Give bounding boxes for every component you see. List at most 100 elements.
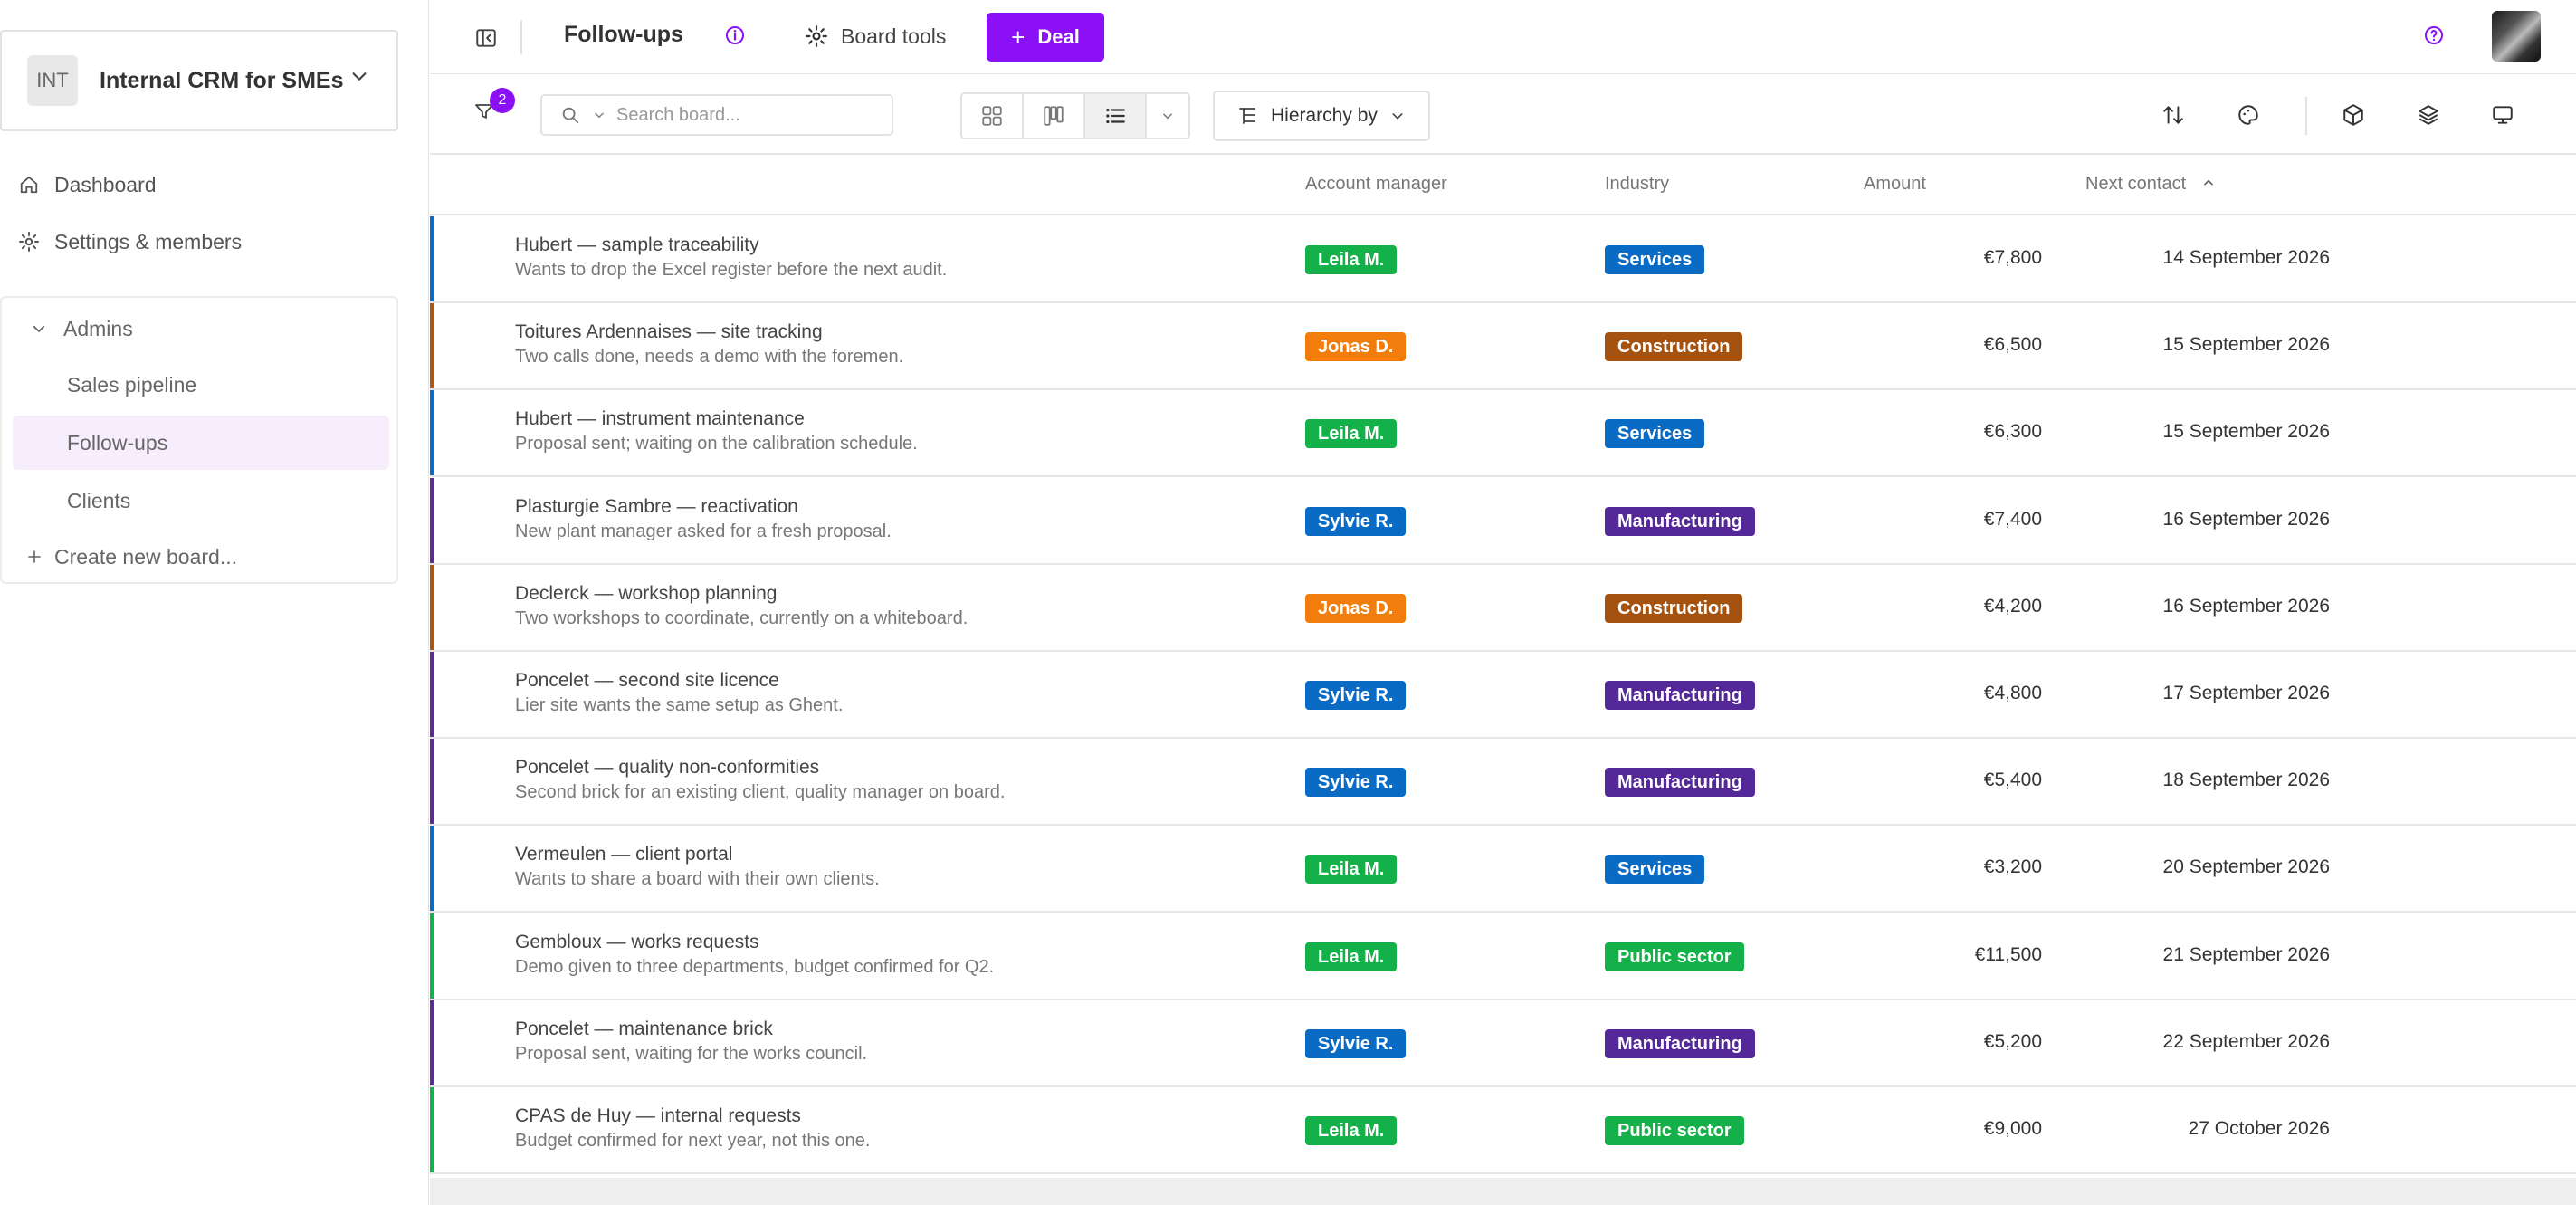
view-switcher bbox=[960, 92, 1190, 139]
hierarchy-by-select[interactable]: Hierarchy by bbox=[1213, 91, 1430, 141]
table-row[interactable]: Toitures Ardennaises — site tracking Two … bbox=[430, 303, 2576, 390]
info-icon[interactable] bbox=[724, 24, 746, 51]
column-header-next-contact[interactable]: Next contact bbox=[2085, 174, 2215, 195]
amount-cell: €4,800 bbox=[1983, 683, 2042, 703]
sidebar-collapse-icon bbox=[474, 26, 498, 50]
package-icon[interactable] bbox=[2339, 100, 2368, 129]
row-description: Two workshops to coordinate, currently o… bbox=[515, 608, 968, 628]
column-header-industry[interactable]: Industry bbox=[1605, 174, 1670, 194]
grid-icon bbox=[980, 104, 1004, 128]
nav-dashboard-label: Dashboard bbox=[54, 172, 157, 196]
board-item-follow-ups[interactable]: Follow-ups bbox=[13, 416, 389, 470]
industry-tag[interactable]: Manufacturing bbox=[1605, 1029, 1755, 1058]
industry-tag[interactable]: Manufacturing bbox=[1605, 768, 1755, 797]
industry-tag[interactable]: Construction bbox=[1605, 332, 1743, 361]
board-item-sales-pipeline[interactable]: Sales pipeline bbox=[13, 358, 389, 412]
view-list-button[interactable] bbox=[1085, 94, 1147, 138]
row-title: Poncelet — second site licence bbox=[515, 670, 779, 691]
account-manager-tag[interactable]: Leila M. bbox=[1305, 419, 1398, 448]
account-manager-tag[interactable]: Leila M. bbox=[1305, 245, 1398, 274]
row-color-bar bbox=[430, 1000, 434, 1085]
create-board-button[interactable]: Create new board... bbox=[27, 539, 237, 575]
board-item-clients[interactable]: Clients bbox=[13, 473, 389, 528]
account-manager-tag[interactable]: Leila M. bbox=[1305, 855, 1398, 884]
amount-cell: €3,200 bbox=[1983, 856, 2042, 877]
industry-tag[interactable]: Manufacturing bbox=[1605, 681, 1755, 710]
account-manager-tag[interactable]: Sylvie R. bbox=[1305, 681, 1407, 710]
table-header: Account manager Industry Amount Next con… bbox=[430, 156, 2576, 215]
divider bbox=[2305, 97, 2307, 135]
nav-settings[interactable]: Settings & members bbox=[16, 224, 242, 260]
table-row[interactable]: Poncelet — quality non-conformities Secon… bbox=[430, 739, 2576, 826]
palette-icon[interactable] bbox=[2234, 100, 2263, 129]
table-row[interactable]: Poncelet — second site licence Lier site … bbox=[430, 652, 2576, 739]
monitor-icon[interactable] bbox=[2488, 100, 2517, 129]
account-manager-tag[interactable]: Sylvie R. bbox=[1305, 507, 1407, 536]
avatar[interactable] bbox=[2492, 11, 2541, 62]
table-row[interactable]: Gembloux — works requests Demo given to t… bbox=[430, 913, 2576, 1000]
row-color-bar bbox=[430, 913, 434, 999]
help-icon[interactable] bbox=[2423, 24, 2445, 51]
table-row[interactable]: Poncelet — maintenance brick Proposal sen… bbox=[430, 1000, 2576, 1087]
amount-cell: €7,400 bbox=[1983, 509, 2042, 530]
horizontal-scrollbar[interactable] bbox=[430, 1178, 2576, 1205]
column-header-amount[interactable]: Amount bbox=[1864, 174, 1926, 194]
amount-cell: €11,500 bbox=[1974, 944, 2042, 965]
row-description: Wants to drop the Excel register before … bbox=[515, 260, 948, 280]
layers-icon[interactable] bbox=[2414, 100, 2443, 129]
industry-tag[interactable]: Services bbox=[1605, 245, 1705, 274]
gear-icon bbox=[16, 229, 42, 254]
industry-tag[interactable]: Public sector bbox=[1605, 942, 1744, 971]
row-title: Declerck — workshop planning bbox=[515, 583, 778, 604]
divider bbox=[520, 20, 522, 54]
nav-dashboard[interactable]: Dashboard bbox=[16, 167, 157, 203]
next-contact-cell: 18 September 2026 bbox=[2162, 770, 2330, 790]
add-deal-button[interactable]: + Deal bbox=[987, 13, 1104, 62]
table-row[interactable]: Declerck — workshop planning Two workshop… bbox=[430, 565, 2576, 652]
account-manager-tag[interactable]: Leila M. bbox=[1305, 942, 1398, 971]
table-row[interactable]: CPAS de Huy — internal requests Budget co… bbox=[430, 1087, 2576, 1174]
account-manager-tag[interactable]: Sylvie R. bbox=[1305, 1029, 1407, 1058]
row-color-bar bbox=[430, 652, 434, 737]
row-color-bar bbox=[430, 216, 434, 301]
workspace-switcher[interactable]: INT Internal CRM for SMEs bbox=[0, 30, 398, 131]
row-description: Budget confirmed for next year, not this… bbox=[515, 1131, 871, 1151]
table-row[interactable]: Vermeulen — client portal Wants to share … bbox=[430, 826, 2576, 913]
account-manager-tag[interactable]: Leila M. bbox=[1305, 1116, 1398, 1145]
row-color-bar bbox=[430, 478, 434, 563]
add-deal-label: Deal bbox=[1037, 25, 1080, 48]
amount-cell: €5,200 bbox=[1983, 1031, 2042, 1052]
sort-icon[interactable] bbox=[2159, 100, 2188, 129]
board-tools-button[interactable]: Board tools bbox=[805, 18, 946, 54]
row-description: Wants to share a board with their own cl… bbox=[515, 869, 880, 889]
amount-cell: €5,400 bbox=[1983, 770, 2042, 790]
table-row[interactable]: Plasturgie Sambre — reactivation New plan… bbox=[430, 478, 2576, 565]
row-description: Proposal sent; waiting on the calibratio… bbox=[515, 434, 918, 454]
row-title: Hubert — sample traceability bbox=[515, 234, 759, 255]
amount-cell: €6,300 bbox=[1983, 421, 2042, 442]
industry-tag[interactable]: Public sector bbox=[1605, 1116, 1744, 1145]
next-contact-cell: 14 September 2026 bbox=[2162, 247, 2330, 268]
account-manager-tag[interactable]: Jonas D. bbox=[1305, 332, 1407, 361]
row-color-bar bbox=[430, 739, 434, 824]
search-input[interactable]: Search board... bbox=[540, 94, 893, 136]
view-kanban-button[interactable] bbox=[1024, 94, 1085, 138]
row-title: Hubert — instrument maintenance bbox=[515, 408, 805, 429]
row-description: Two calls done, needs a demo with the fo… bbox=[515, 347, 904, 367]
table-row[interactable]: Hubert — sample traceability Wants to dro… bbox=[430, 216, 2576, 303]
table-row[interactable]: Hubert — instrument maintenance Proposal … bbox=[430, 390, 2576, 477]
view-more-button[interactable] bbox=[1147, 94, 1188, 138]
amount-cell: €6,500 bbox=[1983, 334, 2042, 355]
industry-tag[interactable]: Services bbox=[1605, 419, 1705, 448]
chevron-down-icon bbox=[349, 66, 369, 91]
search-icon bbox=[560, 105, 580, 125]
collapse-sidebar-button[interactable] bbox=[470, 22, 502, 54]
board-group-header[interactable]: Admins bbox=[31, 311, 133, 347]
account-manager-tag[interactable]: Sylvie R. bbox=[1305, 768, 1407, 797]
view-grid-button[interactable] bbox=[962, 94, 1024, 138]
industry-tag[interactable]: Manufacturing bbox=[1605, 507, 1755, 536]
industry-tag[interactable]: Construction bbox=[1605, 594, 1743, 623]
industry-tag[interactable]: Services bbox=[1605, 855, 1705, 884]
column-header-manager[interactable]: Account manager bbox=[1305, 174, 1447, 194]
account-manager-tag[interactable]: Jonas D. bbox=[1305, 594, 1407, 623]
